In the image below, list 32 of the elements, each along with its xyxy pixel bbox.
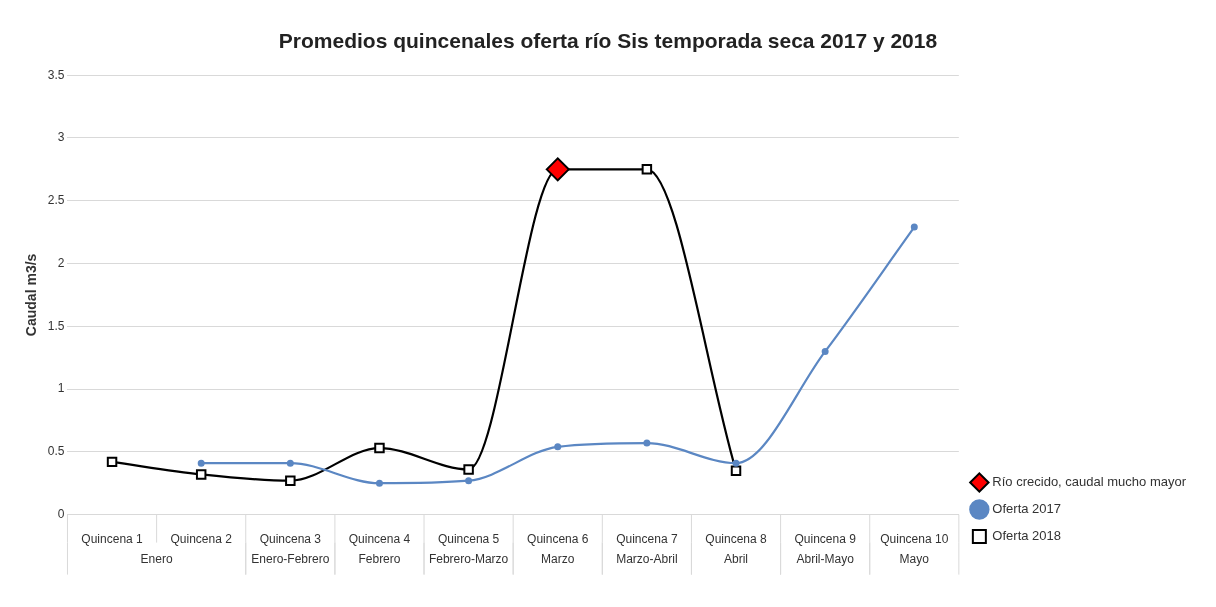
text: Febrero (358, 551, 401, 566)
text: Mayo (899, 551, 930, 566)
legend-label: Oferta 2017 (992, 501, 1062, 517)
text: Marzo-Abril (616, 551, 678, 566)
x-tick-label: Quincena 1 (81, 532, 144, 547)
y-tick-label: 0.5 (47, 444, 65, 459)
y-tick-label: 1.5 (47, 318, 65, 333)
x-tick-label: Quincena 2 (170, 532, 233, 547)
text: Abril-Mayo (796, 551, 855, 566)
text: Enero (140, 551, 173, 566)
y-tick-label: 1 (57, 381, 65, 396)
text: Enero-Febrero (251, 551, 330, 566)
x-tick-label: Quincena 4 (348, 532, 411, 547)
y-tick-label: 2.5 (47, 193, 65, 208)
x-tick-label: Quincena 6 (527, 532, 589, 547)
legend-label: Oferta 2018 (992, 528, 1062, 544)
text: Abril (724, 551, 749, 566)
y-tick-label: 3.5 (47, 67, 65, 82)
chart-title: Promedios quincenales oferta río Sis temporada seca 2017 y 2018 (278, 29, 938, 53)
y-axis-title: Caudal m3/s (23, 253, 40, 337)
y-tick-label: 2 (57, 255, 65, 270)
text: Marzo (541, 551, 575, 566)
y-tick-label: 0 (57, 506, 65, 521)
x-tick-label: Quincena 7 (616, 532, 678, 547)
x-tick-label: Quincena 8 (705, 532, 768, 547)
legend-label: Río crecido, caudal mucho mayor (992, 474, 1187, 490)
x-tick-label: Quincena 5 (437, 532, 500, 547)
y-tick-label: 3 (57, 130, 65, 145)
x-tick-label: Quincena 3 (259, 532, 322, 547)
x-tick-label: Quincena 9 (794, 532, 857, 547)
text: Febrero-Marzo (428, 551, 509, 566)
x-tick-label: Quincena 10 (880, 532, 949, 547)
